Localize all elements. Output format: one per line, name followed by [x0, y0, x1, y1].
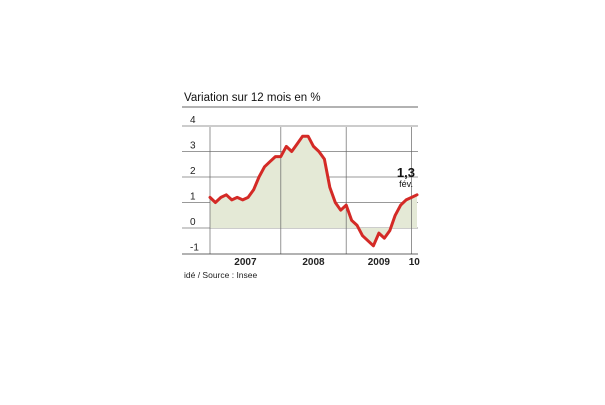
source-note: idé / Source : Insee — [184, 270, 258, 280]
x-tick-label: 2009 — [368, 257, 391, 268]
chart-title: Variation sur 12 mois en % — [184, 92, 321, 104]
x-tick-label: 2007 — [234, 257, 257, 268]
annotation-label: fév. — [399, 179, 413, 189]
series-line — [208, 134, 419, 248]
x-tick-label: 2008 — [302, 257, 325, 268]
year-dividers — [209, 127, 412, 254]
annotation-value: 1,3 — [397, 165, 415, 180]
y-tick-label: 1 — [190, 192, 196, 203]
x-tick-label: 10 — [409, 257, 421, 268]
y-tick-label: 0 — [190, 217, 196, 228]
y-tick-label: -1 — [190, 243, 199, 254]
x-axis-ticks: 2007 2008 2009 10 — [234, 257, 420, 268]
series-area — [210, 136, 417, 246]
y-tick-label: 3 — [190, 141, 196, 152]
y-axis-ticks: 4 3 2 1 0 -1 — [190, 115, 199, 254]
y-tick-label: 4 — [190, 115, 196, 126]
y-tick-label: 2 — [190, 166, 196, 177]
